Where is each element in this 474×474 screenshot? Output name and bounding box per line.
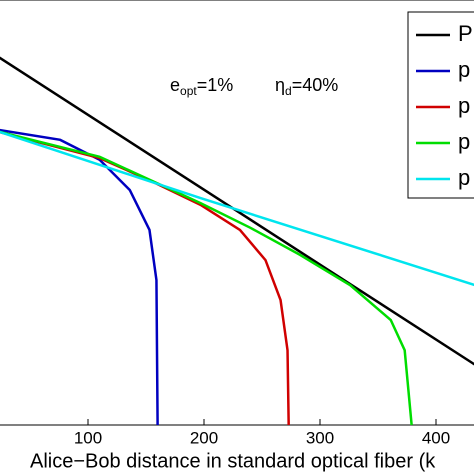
legend-box: [407, 11, 474, 199]
plot-frame: [0, 0, 474, 426]
annotation: ηd=40%: [275, 75, 338, 98]
legend-label: P: [458, 21, 473, 46]
legend-label: p: [458, 57, 470, 82]
line: [0, 128, 159, 426]
line: [0, 130, 290, 426]
x-tick-label: 100: [74, 428, 102, 447]
x-tick-label: 200: [190, 428, 218, 447]
legend-label: p: [458, 129, 470, 154]
annotation-sub: opt: [180, 84, 197, 98]
annotation-rest: =40%: [292, 75, 339, 95]
annotation-rest: =1%: [197, 75, 234, 95]
annotation-base: η: [275, 75, 285, 95]
x-tick-label: 400: [422, 428, 450, 447]
annotation: eopt=1%: [170, 75, 233, 98]
legend-label: p: [458, 93, 470, 118]
annotation-sub: d: [285, 84, 292, 98]
line: [0, 130, 474, 287]
x-axis-label: Alice−Bob distance in standard optical f…: [30, 450, 436, 472]
legend-label: p: [458, 165, 470, 190]
annotation-base: e: [170, 75, 180, 95]
line: [0, 130, 413, 426]
x-tick-label: 300: [306, 428, 334, 447]
